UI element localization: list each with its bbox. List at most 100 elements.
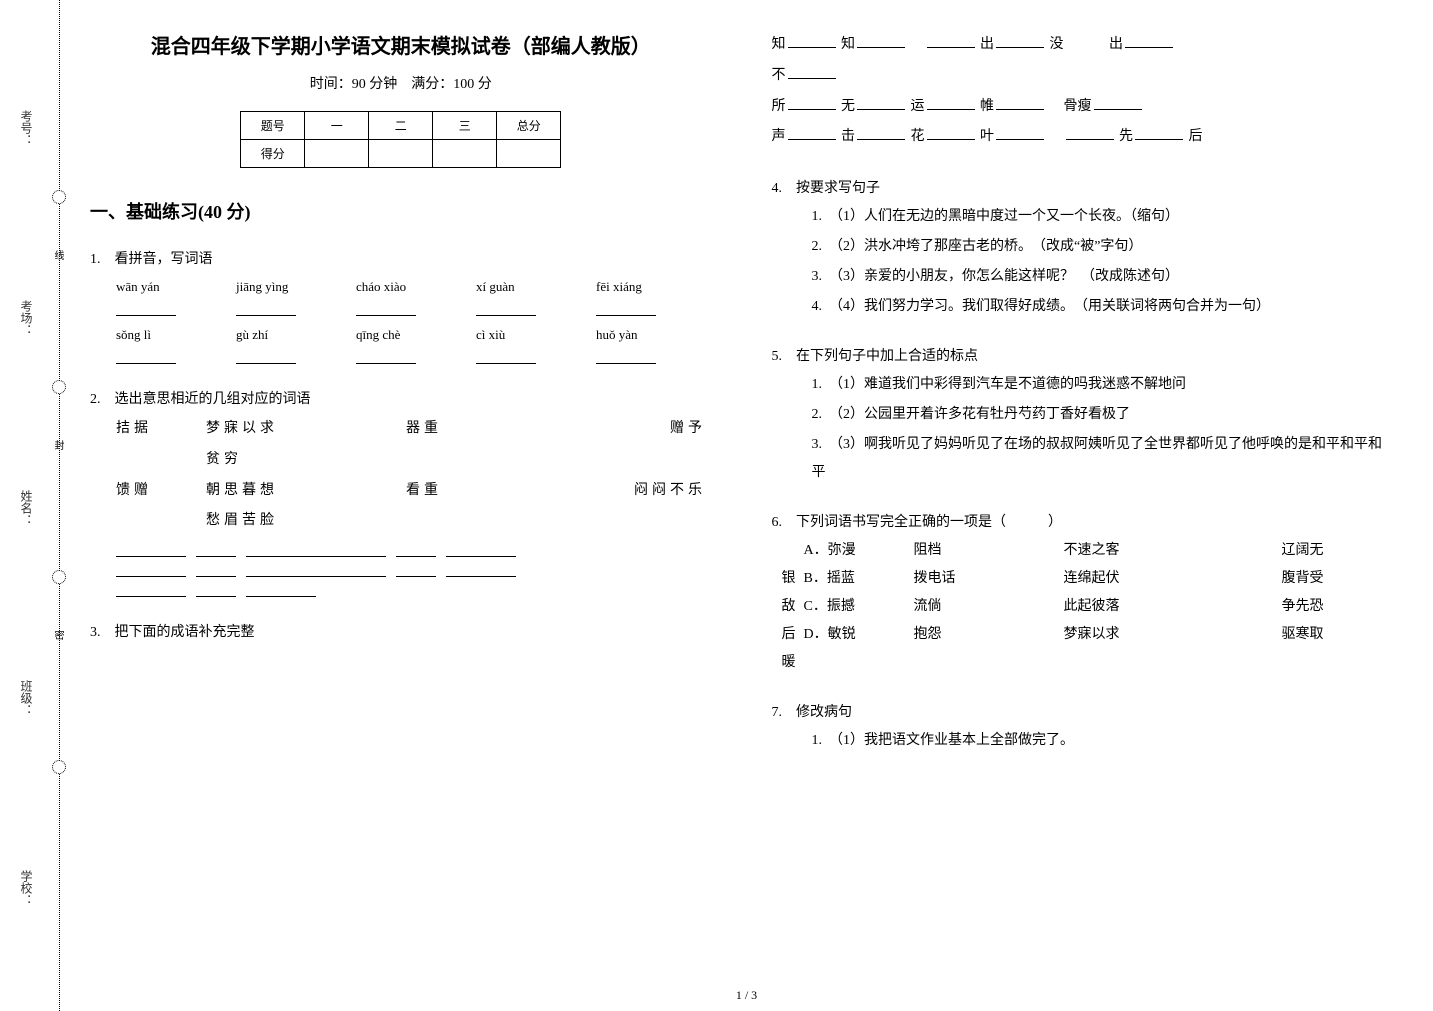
answer-blank[interactable] (996, 34, 1044, 48)
word (556, 506, 706, 537)
word: 贫穷 (206, 445, 406, 476)
idiom-char: 叶 (980, 129, 994, 144)
answer-blank[interactable] (788, 34, 836, 48)
word: 朝思暮想 (206, 476, 406, 507)
answer-blank[interactable] (116, 348, 176, 364)
question-1: 1. 看拼音，写词语 wān yán jiāng yìng cháo xiào … (90, 246, 712, 364)
question-label: 2. 选出意思相近的几组对应的词语 (90, 386, 712, 414)
idiom-char: 知 (772, 37, 786, 52)
opt-cell: 不速之客 (1064, 537, 1224, 565)
word: 馈赠 (116, 476, 206, 507)
answer-blank[interactable] (116, 300, 176, 316)
pinyin: fēi xiáng (596, 274, 686, 300)
idiom-char: 出 (980, 37, 994, 52)
word (556, 445, 706, 476)
answer-blank[interactable] (788, 65, 836, 79)
match-blank[interactable] (196, 583, 236, 597)
word: 梦寐以求 (206, 414, 406, 445)
opt-cell: A．弥漫 (804, 537, 914, 565)
idiom-char: 先 (1119, 129, 1133, 144)
answer-blank[interactable] (927, 34, 975, 48)
table-row: 得分 (241, 140, 561, 168)
match-blank[interactable] (246, 583, 316, 597)
opt-cell: 梦寐以求 (1064, 621, 1224, 649)
answer-blank[interactable] (356, 300, 416, 316)
answer-blank[interactable] (788, 96, 836, 110)
question-4: 4. 按要求写句子 1. （1）人们在无边的黑暗中度过一个又一个长夜。（缩句） … (772, 175, 1394, 321)
idiom-char: 无 (841, 99, 855, 114)
idiom-char: 所 (772, 99, 786, 114)
right-column: 知 知 出 没 出 不 所 无 运 帷 骨瘦 声 击 花 叶 (772, 30, 1394, 777)
left-column: 混合四年级下学期小学语文期末模拟试卷（部编人教版） 时间：90 分钟 满分：10… (90, 30, 712, 777)
opt-cell: 争先恐 (1224, 593, 1324, 621)
word: 拮据 (116, 414, 206, 445)
match-blank[interactable] (196, 563, 236, 577)
answer-blank[interactable] (857, 126, 905, 140)
score-col: 三 (433, 112, 497, 140)
answer-blank[interactable] (1125, 34, 1173, 48)
pinyin: gù zhí (236, 322, 326, 348)
question-label: 6. 下列词语书写完全正确的一项是（ ） (772, 509, 1394, 537)
match-blank[interactable] (396, 563, 436, 577)
pinyin: qīng chè (356, 322, 446, 348)
word (116, 506, 206, 537)
sub-text: （1）我把语文作业基本上全部做完了。 (836, 733, 1074, 748)
idiom-char: 知 (841, 37, 855, 52)
score-row-label: 得分 (241, 140, 305, 168)
match-blank[interactable] (116, 563, 186, 577)
answer-blank[interactable] (857, 34, 905, 48)
answer-blank[interactable] (996, 96, 1044, 110)
idiom-char: 击 (841, 129, 855, 144)
match-blank[interactable] (446, 543, 516, 557)
opt-lead: 后 (782, 621, 804, 649)
pinyin: xí guàn (476, 274, 566, 300)
opt-cell: 抱怨 (914, 621, 1064, 649)
pinyin: cháo xiào (356, 274, 446, 300)
answer-blank[interactable] (236, 300, 296, 316)
answer-blank[interactable] (476, 300, 536, 316)
sub-item: 3. （3）亲爱的小朋友，你怎么能这样呢？ （改成陈述句） (812, 263, 1394, 291)
answer-blank[interactable] (356, 348, 416, 364)
answer-blank[interactable] (1135, 126, 1183, 140)
word-pairs: 拮据 梦寐以求 器重 赠予 贫穷 馈赠 朝思暮想 看重 闷闷不乐 (116, 414, 712, 537)
match-blank[interactable] (116, 543, 186, 557)
exam-title: 混合四年级下学期小学语文期末模拟试卷（部编人教版） (90, 30, 712, 59)
answer-blank[interactable] (996, 126, 1044, 140)
match-blank[interactable] (116, 583, 186, 597)
idiom-char: 运 (911, 99, 925, 114)
opt-lead (782, 537, 804, 565)
word: 闷闷不乐 (556, 476, 706, 507)
score-col: 总分 (497, 112, 561, 140)
pinyin: wān yán (116, 274, 206, 300)
answer-blank[interactable] (857, 96, 905, 110)
answer-blank[interactable] (476, 348, 536, 364)
word: 器重 (406, 414, 556, 445)
sub-item: 1. （1）我把语文作业基本上全部做完了。 (812, 727, 1394, 755)
opt-lead: 银 (782, 565, 804, 593)
binding-label: 考号： (18, 110, 35, 146)
answer-blank[interactable] (1066, 126, 1114, 140)
answer-blank[interactable] (927, 126, 975, 140)
sub-text: （1）难道我们中彩得到汽车是不道德的吗我迷惑不解地问 (836, 377, 1186, 392)
match-blank[interactable] (196, 543, 236, 557)
idiom-char: 不 (772, 68, 786, 83)
answer-blank[interactable] (1094, 96, 1142, 110)
match-blank[interactable] (246, 543, 386, 557)
answer-blank[interactable] (596, 300, 656, 316)
answer-blank[interactable] (596, 348, 656, 364)
answer-blank[interactable] (788, 126, 836, 140)
sub-text: （2）公园里开着许多花有牡丹芍药丁香好看极了 (836, 407, 1130, 422)
section-heading: 一、基础练习(40 分) (90, 198, 712, 224)
match-blank[interactable] (396, 543, 436, 557)
idiom-char: 出 (1109, 37, 1123, 52)
question-label: 7. 修改病句 (772, 699, 1394, 727)
match-blank[interactable] (446, 563, 516, 577)
question-7: 7. 修改病句 1. （1）我把语文作业基本上全部做完了。 (772, 699, 1394, 755)
question-3-body: 知 知 出 没 出 不 所 无 运 帷 骨瘦 声 击 花 叶 (772, 30, 1394, 153)
opt-cell: D．敏锐 (804, 621, 914, 649)
answer-blank[interactable] (236, 348, 296, 364)
opt-cell: 腹背受 (1224, 565, 1324, 593)
score-cell (305, 140, 369, 168)
answer-blank[interactable] (927, 96, 975, 110)
match-blank[interactable] (246, 563, 386, 577)
